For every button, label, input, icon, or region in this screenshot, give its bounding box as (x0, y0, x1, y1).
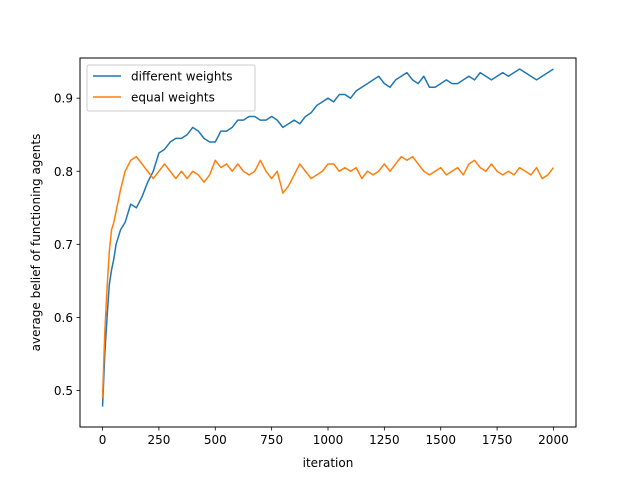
y-tick-label: 0.6 (54, 311, 73, 325)
x-tick-label: 750 (260, 433, 283, 447)
series-line-different-weights (101, 68, 554, 407)
legend: different weights equal weights (86, 64, 256, 112)
x-tick-label: 500 (204, 433, 227, 447)
y-tick-label: 0.5 (54, 384, 73, 398)
x-tick-label: 1750 (482, 433, 513, 447)
x-axis-label: iteration (303, 456, 354, 470)
x-tick-label: 0 (99, 433, 107, 447)
x-axis-ticks: 0 250 500 750 1000 1250 1500 1750 2000 (99, 427, 569, 447)
legend-label-equal-weights: equal weights (131, 91, 215, 105)
legend-box (86, 64, 256, 112)
x-tick-label: 250 (147, 433, 170, 447)
y-tick-label: 0.7 (54, 238, 73, 252)
series-layer (101, 68, 555, 407)
plot-frame (79, 57, 577, 428)
x-tick-label: 1500 (425, 433, 456, 447)
x-tick-label: 1000 (313, 433, 344, 447)
y-tick-label: 0.8 (54, 165, 73, 179)
plot-area (80, 58, 576, 427)
y-axis-label: average belief of functioning agents (29, 134, 43, 352)
y-tick-label: 0.9 (54, 92, 73, 106)
y-axis-ticks: 0.5 0.6 0.7 0.8 0.9 (54, 92, 80, 398)
x-tick-label: 1250 (369, 433, 400, 447)
legend-label-different-weights: different weights (131, 70, 233, 84)
x-tick-label: 2000 (538, 433, 569, 447)
series-line-equal-weights (101, 155, 555, 398)
